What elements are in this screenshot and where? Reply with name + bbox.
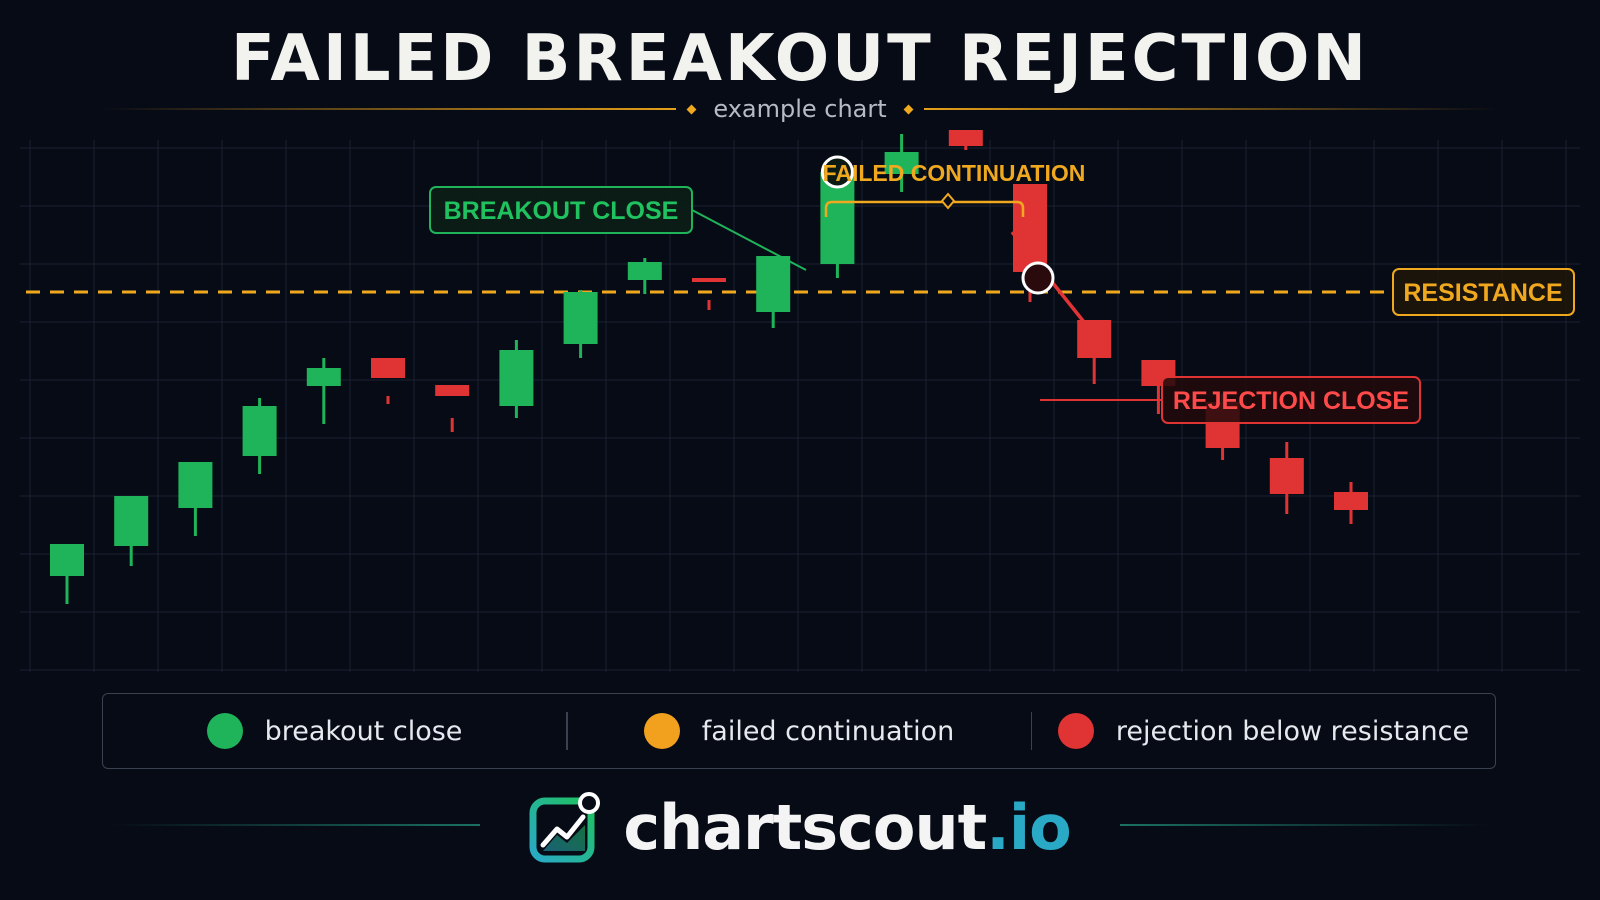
bull-candle <box>627 258 662 294</box>
bear-candle <box>692 278 726 310</box>
legend-label: failed continuation <box>701 715 955 747</box>
bull-candle <box>178 462 213 536</box>
failed-continuation-label: FAILED CONTINUATION <box>823 160 1086 186</box>
candle-body <box>1013 184 1047 272</box>
bull-candle <box>756 256 791 328</box>
legend-label: breakout close <box>264 715 463 747</box>
brand-tld: .io <box>986 790 1071 864</box>
candle-body <box>884 152 919 174</box>
breakout-label: BREAKOUT CLOSE <box>444 197 679 225</box>
bear-candle <box>948 130 983 150</box>
legend-dot-icon <box>206 713 243 749</box>
brand-name-main: chartscout <box>623 790 987 864</box>
diamond-icon <box>903 104 914 114</box>
legend-item-breakout: breakout close <box>103 713 566 749</box>
resistance-label-box <box>1392 268 1575 316</box>
rejection-arrow <box>1010 230 1104 347</box>
bracket-diamond <box>940 192 956 210</box>
legend-divider <box>1030 712 1032 750</box>
candle-body <box>1269 458 1304 494</box>
rejection-close-marker <box>1021 261 1055 295</box>
brand-divider-left <box>110 824 480 826</box>
chart-subtitle: example chart <box>713 95 887 123</box>
subtitle-divider-left <box>100 108 677 110</box>
chart-title: FAILED BREAKOUT REJECTION <box>231 22 1369 96</box>
breakout-close-marker <box>820 155 854 189</box>
legend-label: rejection below resistance <box>1115 715 1470 747</box>
bull-candle <box>884 134 919 192</box>
bull-candle <box>114 496 149 566</box>
subtitle-divider-right <box>923 108 1501 110</box>
candle-body <box>1077 320 1112 358</box>
rejection-label: REJECTION CLOSE <box>1173 387 1409 415</box>
bull-candle <box>306 358 341 424</box>
bear-candle <box>1334 482 1368 524</box>
candle-body <box>306 368 341 386</box>
bear-candle <box>371 358 405 404</box>
candle-body <box>756 256 791 312</box>
candle-body <box>1334 492 1368 510</box>
brand-divider-right <box>1120 824 1490 826</box>
candle-body <box>948 130 983 146</box>
failed-continuation-bracket <box>824 200 1025 217</box>
candle-body <box>627 262 662 280</box>
candle-body <box>692 278 726 282</box>
candle-body <box>499 350 534 406</box>
candle-body <box>242 406 277 456</box>
brand-name: chartscout.io <box>623 790 1071 864</box>
bear-candle <box>1077 320 1112 384</box>
candle-body <box>178 462 213 508</box>
resistance-label: RESISTANCE <box>1403 279 1562 307</box>
legend: breakout close failed continuation rejec… <box>102 693 1496 769</box>
breakout-connector <box>691 209 807 271</box>
legend-divider <box>566 712 568 750</box>
legend-item-rejection: rejection below resistance <box>1032 713 1495 749</box>
chart-logo-icon <box>529 792 601 863</box>
bull-candle <box>499 340 534 418</box>
bull-candle <box>242 398 277 474</box>
bull-candle <box>563 290 598 358</box>
breakout-label-box <box>429 186 693 234</box>
subtitle-row: example chart <box>100 94 1501 124</box>
rejection-label-box <box>1161 376 1421 424</box>
candle-body <box>435 385 470 396</box>
legend-dot-icon <box>1057 713 1094 749</box>
legend-dot-icon <box>643 713 680 749</box>
legend-item-failed: failed continuation <box>568 713 1031 749</box>
candle-body <box>563 292 598 344</box>
candle-body <box>371 358 405 378</box>
brand-footer: chartscout.io <box>0 788 1600 866</box>
diamond-icon <box>686 104 697 114</box>
bear-candle <box>1269 442 1304 514</box>
bull-candle <box>50 544 84 604</box>
bear-candle <box>435 385 470 432</box>
candle-body <box>50 544 84 576</box>
candle-body <box>114 496 149 546</box>
